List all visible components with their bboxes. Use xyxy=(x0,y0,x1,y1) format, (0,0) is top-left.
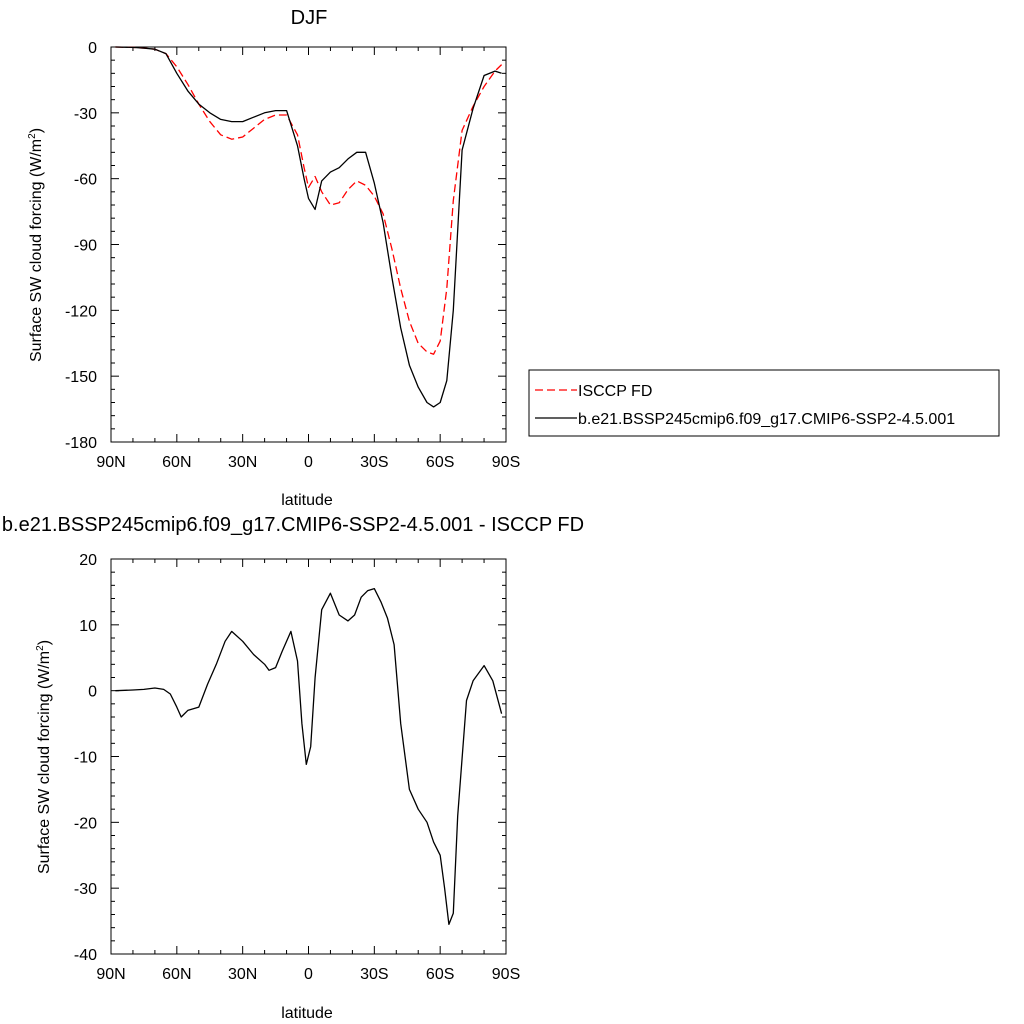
bottom-ytick-label: 10 xyxy=(79,618,97,635)
legend-label-isccp: ISCCP FD xyxy=(578,383,652,400)
bottom-tick-group: 90N 60N 30N 0 30S 60S 90S 20 10 0 -10 -20 -30 -40 xyxy=(74,552,520,983)
bottom-ytick-label: 20 xyxy=(79,552,97,569)
bottom-title: b.e21.BSSP245cmip6.f09_g17.CMIP6-SSP2-4.… xyxy=(2,514,584,536)
bottom-series-line-model xyxy=(115,587,503,926)
legend-label-model: b.e21.BSSP245cmip6.f09_g17.CMIP6-SSP2-4.… xyxy=(578,411,955,428)
top-title: DJF xyxy=(291,7,328,29)
bottom-ytick-label: -30 xyxy=(74,881,97,898)
top-ytick-label: -150 xyxy=(65,369,97,386)
top-x-axis-label: latitude xyxy=(281,492,333,509)
top-series-group xyxy=(115,46,503,408)
bottom-ytick-label: -10 xyxy=(74,750,97,767)
top-series-line-isccp xyxy=(115,46,503,355)
top-ytick-label: -90 xyxy=(74,238,97,255)
top-xtick-label: 90N xyxy=(96,454,125,471)
bottom-ytick-label: -40 xyxy=(74,947,97,964)
bottom-ytick-label: 0 xyxy=(88,684,97,701)
top-tick-group: 90N 60N 30N 0 30S 60S 90S 0 -30 -60 -90 -120 -150 -18… xyxy=(65,40,520,471)
bottom-xtick-label: 30N xyxy=(228,966,257,983)
bottom-x-axis-label: latitude xyxy=(281,1005,333,1022)
legend-frame xyxy=(528,369,1000,437)
top-xtick-label: 60S xyxy=(426,454,454,471)
top-series-line-model xyxy=(115,46,502,408)
bottom-y-axis-label: Surface SW cloud forcing (W/m2) xyxy=(35,640,53,874)
bottom-xtick-label: 90S xyxy=(492,966,520,983)
top-ytick-label: -180 xyxy=(65,435,97,452)
bottom-xtick-label: 0 xyxy=(304,966,313,983)
bottom-xtick-label: 30S xyxy=(360,966,388,983)
top-ytick-label: -30 xyxy=(74,106,97,123)
top-ytick-label: -60 xyxy=(74,172,97,189)
top-ytick-label: -120 xyxy=(65,303,97,320)
bottom-panel: b.e21.BSSP245cmip6.f09_g17.CMIP6-SSP2-4.… xyxy=(2,514,584,1022)
bottom-xtick-label: 90N xyxy=(96,966,125,983)
top-xtick-label: 90S xyxy=(492,454,520,471)
top-legend: ISCCP FD b.e21.BSSP245cmip6.f09_g17.CMIP… xyxy=(528,369,1000,437)
top-ytick-label: 0 xyxy=(88,40,97,57)
top-y-axis-label: Surface SW cloud forcing (W/m2) xyxy=(27,128,45,362)
top-panel: DJF Surface SW cloud forcing (W/m2) lati… xyxy=(27,7,1000,509)
top-xtick-label: 30S xyxy=(360,454,388,471)
top-xtick-label: 0 xyxy=(304,454,313,471)
top-xtick-label: 60N xyxy=(162,454,191,471)
top-xtick-label: 30N xyxy=(228,454,257,471)
bottom-xtick-label: 60N xyxy=(162,966,191,983)
bottom-series-group xyxy=(115,587,503,926)
bottom-xtick-label: 60S xyxy=(426,966,454,983)
bottom-ytick-label: -20 xyxy=(74,815,97,832)
